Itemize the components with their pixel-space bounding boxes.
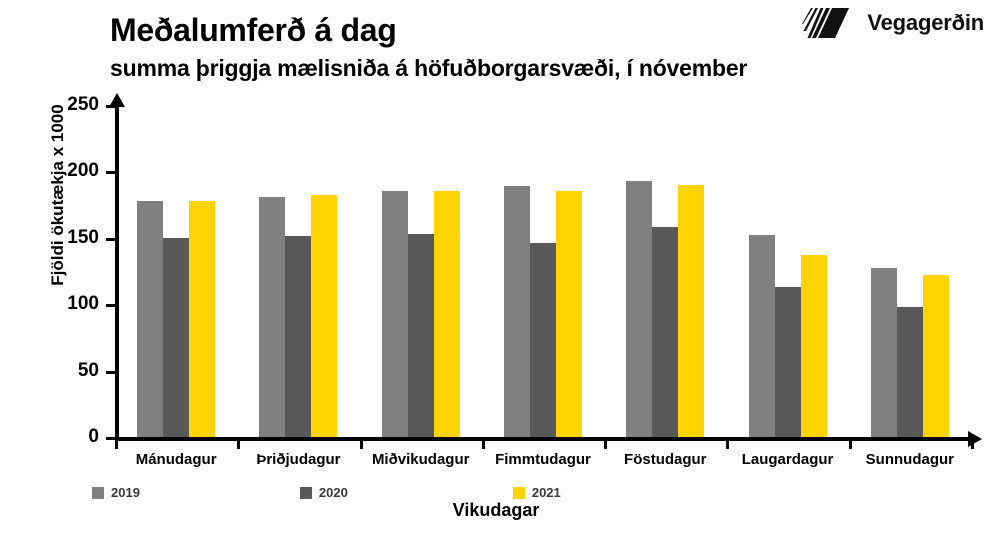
- bar-2020-Sunnudagur[interactable]: [896, 306, 923, 437]
- bar-2020-Fimmtudagur[interactable]: [529, 243, 556, 437]
- y-tick: 150: [67, 227, 115, 248]
- bar-2019-Fimmtudagur[interactable]: [503, 186, 530, 437]
- legend-item-2021[interactable]: 2021: [512, 485, 561, 500]
- legend-label: 2020: [318, 485, 348, 500]
- bar-2019-Þriðjudagur[interactable]: [259, 196, 286, 437]
- legend-swatch-icon: [512, 486, 525, 499]
- bar-2021-Föstudagur[interactable]: [678, 184, 705, 437]
- bar-group: [726, 95, 848, 437]
- vegagerdin-slash-icon: [802, 8, 850, 38]
- y-tick-label: 100: [67, 293, 99, 315]
- y-axis-arrow-icon: [109, 93, 125, 107]
- bar-group: [237, 95, 359, 437]
- category-label: Fimmtudagur: [495, 451, 591, 468]
- logo-text: Vegagerðin: [867, 10, 984, 35]
- x-axis-title: Vikudagar: [452, 500, 540, 520]
- y-tick: 200: [67, 160, 115, 181]
- x-tick: [115, 441, 118, 449]
- bar-2021-Fimmtudagur[interactable]: [555, 191, 582, 437]
- bar-2019-Miðvikudagur[interactable]: [381, 191, 408, 437]
- y-axis-title: Fjöldi ökutækja x 1000: [48, 104, 67, 286]
- category-label: Mánudagur: [135, 451, 217, 468]
- x-tick: [848, 441, 852, 449]
- bar-2019-Sunnudagur[interactable]: [870, 268, 897, 437]
- x-tick: [971, 441, 974, 449]
- bar-2021-Laugardagur[interactable]: [800, 255, 827, 437]
- x-tick: [359, 441, 363, 449]
- bar-group: [482, 95, 604, 437]
- legend-swatch-icon: [299, 486, 312, 499]
- category-label: Þriðjudagur: [256, 451, 341, 468]
- plot-area: 0 50 100 150 200 250 Mánudagur Þriðjudagur Miðv…: [67, 93, 982, 468]
- bar-2020-Þriðjudagur[interactable]: [285, 236, 312, 437]
- category-label: Laugardagur: [741, 451, 834, 468]
- vegagerdin-logo: Vegagerðin: [802, 7, 984, 39]
- y-tick-label: 250: [67, 94, 99, 115]
- bar-2020-Föstudagur[interactable]: [652, 227, 679, 437]
- y-tick-label: 0: [88, 426, 99, 447]
- x-axis-line: [115, 437, 971, 441]
- category-label: Sunnudagur: [865, 451, 954, 468]
- bar-2019-Laugardagur[interactable]: [748, 235, 775, 437]
- bar-2019-Mánudagur[interactable]: [137, 200, 164, 437]
- x-tick: [726, 441, 730, 449]
- bar-2020-Mánudagur[interactable]: [163, 237, 190, 437]
- bar-2020-Laugardagur[interactable]: [774, 286, 801, 437]
- y-tick: 250: [67, 94, 115, 115]
- category-label: Miðvikudagur: [371, 451, 470, 468]
- bar-group: [849, 95, 971, 437]
- y-tick-label: 150: [67, 226, 99, 248]
- bar-2021-Sunnudagur[interactable]: [922, 274, 949, 437]
- bar-2019-Föstudagur[interactable]: [626, 180, 653, 437]
- bar-2021-Þriðjudagur[interactable]: [311, 195, 338, 437]
- chart-header: Meðalumferð á dag summa þriggja mælisnið…: [0, 0, 992, 92]
- legend-item-2019[interactable]: 2019: [92, 485, 140, 500]
- page-subtitle: summa þriggja mælisniða á höfuðborgarsvæ…: [110, 55, 748, 81]
- y-tick: 100: [67, 293, 115, 314]
- legend-label: 2021: [531, 485, 561, 500]
- category-label: Föstudagur: [624, 451, 707, 468]
- y-tick-label: 200: [67, 160, 99, 182]
- y-axis-line: [115, 105, 119, 437]
- bar-group: [360, 95, 482, 437]
- page-title: Meðalumferð á dag: [110, 12, 397, 48]
- chart-legend: 2019 2020 2021: [92, 485, 561, 500]
- legend-label: 2019: [111, 485, 140, 500]
- y-tick: 0: [88, 426, 115, 447]
- legend-swatch-icon: [92, 486, 104, 499]
- bar-group: [604, 95, 726, 437]
- legend-item-2020[interactable]: 2020: [299, 485, 348, 500]
- x-tick: [237, 441, 241, 449]
- y-tick-label: 50: [77, 359, 99, 381]
- bar-2021-Miðvikudagur[interactable]: [433, 191, 460, 437]
- x-tick: [481, 441, 485, 449]
- y-tick: 50: [78, 360, 115, 381]
- bar-2020-Miðvikudagur[interactable]: [407, 233, 434, 437]
- bar-group: [115, 95, 237, 437]
- bar-2021-Mánudagur[interactable]: [189, 200, 216, 437]
- x-tick: [604, 441, 608, 449]
